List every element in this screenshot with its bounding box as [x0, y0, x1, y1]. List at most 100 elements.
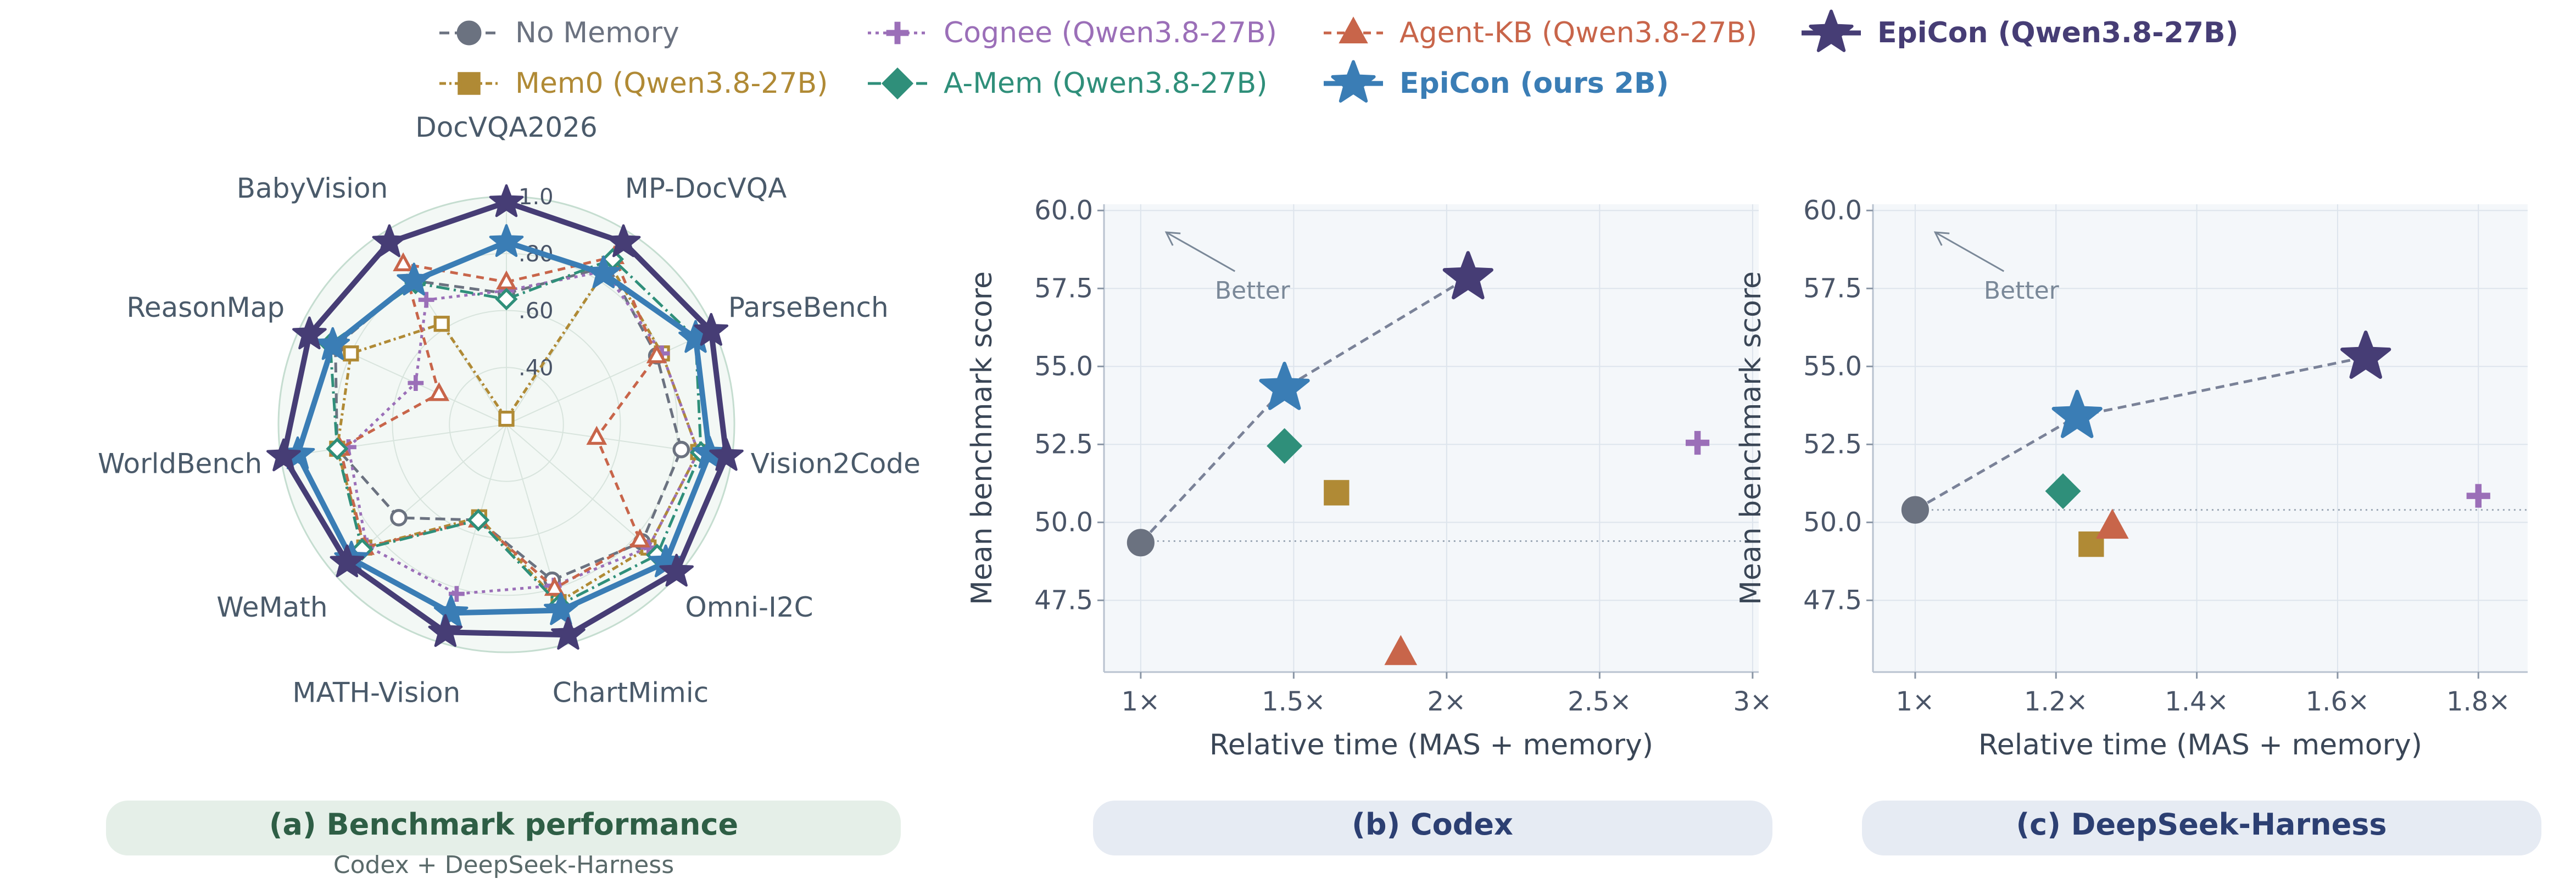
x-tick-label: 1.4×: [2165, 686, 2229, 717]
radar-category-label: ParseBench: [728, 292, 889, 323]
radar-category-label: MATH-Vision: [292, 676, 460, 708]
radar-rtick-label: .60: [518, 299, 554, 324]
legend-label: Agent-KB (Qwen3.8-27B): [1399, 16, 1757, 49]
radar-title: (a) Benchmark performance: [269, 807, 738, 842]
radar-point: [408, 375, 424, 391]
x-axis-label: Relative time (MAS + memory): [1978, 729, 2422, 762]
legend-marker: [1809, 9, 1854, 52]
legend-marker: [886, 21, 909, 44]
y-tick-label: 47.5: [1034, 585, 1093, 616]
radar-point: [397, 262, 432, 296]
x-tick-label: 1.8×: [2446, 686, 2511, 717]
radar-point: [672, 440, 690, 458]
radar-point: [586, 426, 607, 445]
radar-point: [586, 255, 621, 289]
legend-item: EpiCon (Qwen3.8-27B): [1802, 9, 2238, 52]
radar-series-line: [347, 270, 700, 596]
radar-point: [393, 252, 414, 272]
radar-point: [694, 312, 729, 346]
x-tick-label: 2×: [1427, 686, 1466, 717]
legend-label: A-Mem (Qwen3.8-27B): [944, 67, 1268, 100]
radar-point: [433, 316, 450, 332]
legend-label: EpiCon (ours 2B): [1399, 67, 1669, 100]
radar-series-line: [336, 262, 700, 603]
radar-point: [433, 595, 469, 628]
radar-category-label: WorldBench: [98, 448, 262, 480]
radar-series-line: [295, 239, 712, 616]
x-tick-label: 3×: [1733, 686, 1772, 717]
radar-spoke: [281, 424, 507, 458]
legend-label: Mem0 (Qwen3.8-27B): [515, 67, 828, 100]
radar-category-label: ReasonMap: [126, 292, 285, 323]
y-tick-label: 60.0: [1034, 195, 1093, 226]
radar-point: [544, 592, 578, 625]
x-axis-label: Relative time (MAS + memory): [1209, 729, 1653, 762]
radar-point: [315, 327, 350, 360]
y-tick-label: 47.5: [1803, 585, 1862, 616]
radar-point: [606, 224, 641, 258]
scatter-point: [1127, 529, 1155, 557]
radar-point: [489, 224, 524, 258]
y-tick-label: 50.0: [1803, 507, 1862, 538]
x-tick-label: 1×: [1896, 686, 1935, 717]
radar-point: [428, 382, 450, 401]
radar-series-line: [281, 199, 729, 638]
radar-spoke: [506, 329, 714, 425]
y-tick-label: 52.5: [1803, 429, 1862, 460]
scatter-point: [1686, 430, 1710, 455]
radar-point: [418, 292, 434, 308]
radar-point: [292, 316, 327, 350]
radar-point: [326, 437, 349, 460]
radar-caption-box: [106, 801, 901, 855]
x-tick-label: 1×: [1121, 686, 1160, 717]
legend-item: No Memory: [439, 16, 679, 49]
scatter-point: [1267, 428, 1303, 464]
scatter-point: [1901, 496, 1929, 524]
y-tick-label: 60.0: [1803, 195, 1862, 226]
radar-point: [489, 184, 524, 217]
scatter-point: [2045, 473, 2081, 510]
radar-point: [330, 544, 365, 578]
radar-category-label: ChartMimic: [553, 676, 709, 708]
legend: No Memory Cognee (Qwen3.8-27B) Agent-KB (Q…: [439, 9, 2238, 103]
radar-point: [495, 288, 518, 311]
legend-marker: [456, 20, 482, 46]
scatter-point: [2466, 484, 2490, 508]
radar-point: [498, 410, 515, 427]
scatter-point: [1442, 251, 1493, 300]
y-tick-label: 50.0: [1034, 507, 1093, 538]
radar-point: [428, 614, 463, 647]
radar-point: [467, 508, 490, 531]
legend-label: EpiCon (Qwen3.8-27B): [1877, 16, 2238, 49]
radar-category-label: MP-DocVQA: [625, 172, 787, 204]
radar-point: [659, 553, 694, 587]
radar-series-line: [338, 255, 659, 590]
better-arrowhead: [1164, 231, 1181, 246]
legend-item: Cognee (Qwen3.8-27B): [868, 16, 1277, 49]
radar-series: [266, 184, 744, 650]
better-arrow: [1166, 231, 1236, 272]
radar-category-label: WeMath: [216, 591, 327, 623]
y-tick-label: 55.0: [1803, 351, 1862, 382]
legend-item: Mem0 (Qwen3.8-27B): [439, 67, 828, 100]
plot-area: [1104, 204, 1759, 672]
deepseek-scatter: 47.5 50.0 52.5 55.0 57.5 60.0 1× 1.2× 1.4× 1.6× 1.…: [1735, 195, 2528, 762]
deepseek-caption-box: [1862, 801, 2541, 855]
radar-category-label: BabyVision: [237, 172, 388, 204]
x-tick-label: 2.5×: [1568, 686, 1632, 717]
codex-title: (b) Codex: [1352, 807, 1513, 842]
codex-caption-box: [1093, 801, 1772, 855]
y-tick-label: 57.5: [1034, 273, 1093, 304]
y-tick-label: 55.0: [1034, 351, 1093, 382]
legend-marker: [1331, 60, 1376, 103]
legend-label: Cognee (Qwen3.8-27B): [944, 16, 1277, 49]
x-tick-label: 1.6×: [2306, 686, 2370, 717]
codex-caption: (b) Codex: [1093, 801, 1772, 855]
radar-category-label: Omni-I2C: [685, 591, 813, 623]
legend-label: No Memory: [515, 16, 679, 49]
better-annotation: Better: [1984, 277, 2060, 305]
x-tick-label: 1.5×: [1262, 686, 1326, 717]
legend-marker: [881, 67, 914, 100]
radar-caption: (a) Benchmark performance Codex + DeepSe…: [106, 801, 901, 879]
